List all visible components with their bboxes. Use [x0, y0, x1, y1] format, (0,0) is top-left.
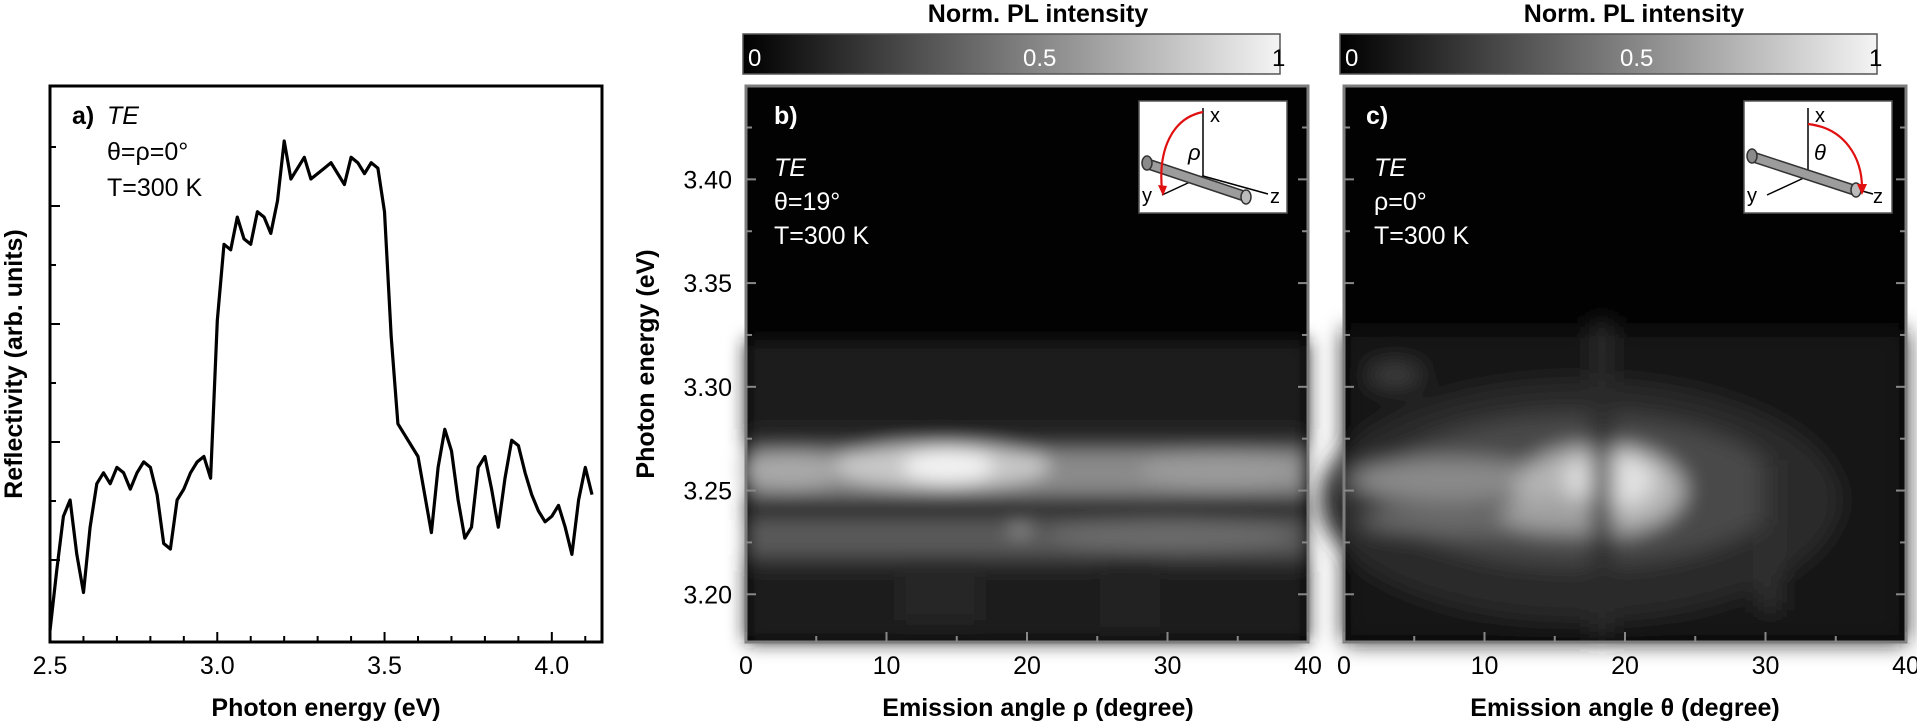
panel-c-colorbar-title: Norm. PL intensity	[1524, 0, 1745, 28]
panel-b-colorbar-tick-mid: 0.5	[1023, 45, 1056, 72]
inset-b-label-y: y	[1142, 185, 1152, 207]
panel-a-annotation-3: T=300 K	[107, 174, 203, 202]
panel-b-x-tick-label: 0	[739, 652, 753, 680]
panel-b-y-ticks: 3.20 3.25 3.30 3.35 3.40	[683, 126, 1308, 609]
panel-c-letter: c)	[1366, 102, 1388, 130]
panel-b-x-tick-label: 40	[1294, 652, 1322, 680]
panel-a-x-tick-label: 3.5	[367, 652, 402, 680]
inset-b-z-axis	[1202, 175, 1269, 195]
panel-c: Norm. PL intensity 0 0.5 1 0 10 20 30 40 c) …	[1320, 0, 1917, 722]
panel-c-colorbar-tick-1: 1	[1869, 45, 1882, 72]
panel-c-colorbar	[1339, 33, 1878, 75]
inset-c-y-axis	[1766, 175, 1809, 196]
panel-c-colorbar-tick-0: 0	[1345, 45, 1358, 72]
panel-c-x-tick-label: 0	[1337, 652, 1351, 680]
inset-c-label-y: y	[1747, 185, 1757, 207]
panel-c-x-label: Emission angle θ (degree)	[1470, 694, 1779, 722]
inset-b-angle-arc	[1160, 110, 1204, 191]
panel-b: Norm. PL intensity 0 0.5 1 0 10 20 30 40 3.2…	[632, 0, 1322, 722]
panel-b-colorbar-tick-1: 1	[1272, 45, 1285, 72]
panel-b-colorbar	[742, 33, 1281, 75]
panel-b-y-tick-label: 3.30	[683, 374, 732, 402]
panel-a-annotation-1: TE	[107, 102, 139, 130]
panel-b-inset-diagram: x y z ρ	[1138, 100, 1288, 214]
inset-b-label-z: z	[1270, 186, 1280, 208]
panel-b-y-tick-label: 3.35	[683, 270, 732, 298]
panel-a-x-ticks: 2.5 3.0 3.5 4.0	[33, 632, 587, 680]
panel-b-y-tick-label: 3.20	[683, 581, 732, 609]
panel-b-y-tick-label: 3.40	[683, 166, 732, 194]
panel-b-colorbar-title: Norm. PL intensity	[928, 0, 1149, 28]
panel-a-plot-area	[48, 84, 604, 644]
panel-c-colorbar-tick-mid: 0.5	[1620, 45, 1653, 72]
panel-b-x-ticks: 0 10 20 30 40	[739, 632, 1322, 680]
panel-b-annotation-2: θ=19°	[774, 188, 840, 216]
panel-a-x-label: Photon energy (eV)	[211, 694, 440, 722]
panel-a: 2.5 3.0 3.5 4.0 a) TE θ=ρ=0° T=300 K Photon…	[0, 84, 604, 722]
panel-c-inset-diagram: x y z θ	[1743, 100, 1893, 214]
inset-c-label-z: z	[1873, 186, 1883, 208]
panel-c-annotation-3: T=300 K	[1374, 222, 1470, 250]
panel-a-annotation-2: θ=ρ=0°	[107, 138, 188, 166]
panel-c-y-ticks	[1344, 126, 1906, 596]
inset-c-label-x: x	[1815, 105, 1825, 127]
panel-b-annotation-3: T=300 K	[774, 222, 870, 250]
panel-a-x-tick-label: 2.5	[33, 652, 68, 680]
reflectivity-line	[48, 139, 594, 631]
panel-c-heatmap	[1320, 320, 1906, 642]
panel-b-y-label: Photon energy (eV)	[632, 249, 660, 478]
panel-b-colorbar-tick-0: 0	[748, 45, 761, 72]
panel-a-x-tick-label: 3.0	[200, 652, 235, 680]
panel-a-x-tick-label: 4.0	[534, 652, 569, 680]
panel-b-x-label: Emission angle ρ (degree)	[882, 694, 1193, 722]
panel-b-letter: b)	[774, 102, 798, 130]
panel-b-y-tick-label: 3.25	[683, 478, 732, 506]
panel-b-heatmap	[740, 340, 1308, 642]
panel-b-x-tick-label: 30	[1154, 652, 1182, 680]
inset-b-label-x: x	[1210, 105, 1220, 127]
panel-c-annotation-2: ρ=0°	[1374, 188, 1427, 216]
inset-c-angle-arc	[1807, 122, 1864, 189]
panel-c-x-tick-label: 10	[1471, 652, 1499, 680]
panel-a-letter: a)	[72, 102, 94, 130]
panel-a-y-ticks	[50, 146, 60, 561]
panel-c-annotation-1: TE	[1374, 154, 1406, 182]
panel-b-x-tick-label: 20	[1013, 652, 1041, 680]
panel-b-annotation-1: TE	[774, 154, 806, 182]
panel-c-x-ticks: 0 10 20 30 40	[1337, 632, 1917, 680]
panel-a-y-label: Reflectivity (arb. units)	[0, 229, 28, 499]
panel-b-x-tick-label: 10	[873, 652, 901, 680]
panel-c-x-tick-label: 30	[1752, 652, 1780, 680]
panel-c-x-tick-label: 20	[1611, 652, 1639, 680]
inset-b-label-angle: ρ	[1187, 140, 1201, 165]
panel-c-x-tick-label: 40	[1892, 652, 1917, 680]
inset-c-label-angle: θ	[1814, 140, 1826, 165]
